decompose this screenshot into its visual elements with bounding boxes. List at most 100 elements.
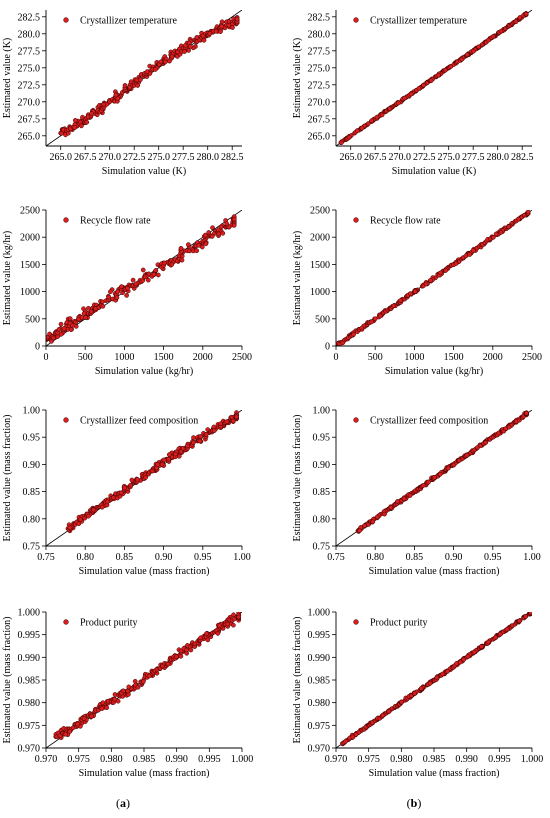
- data-point: [517, 618, 522, 624]
- y-tick-label: 0.95: [23, 433, 41, 444]
- data-point: [399, 699, 404, 705]
- data-point: [166, 456, 171, 462]
- data-point: [224, 221, 230, 227]
- data-point: [75, 721, 80, 727]
- y-tick-label: 0: [325, 342, 330, 353]
- data-point: [130, 277, 136, 283]
- y-axis-title: Estimated value (K): [292, 38, 303, 119]
- x-tick-label: 0.970: [325, 754, 348, 765]
- data-point: [89, 713, 95, 719]
- data-point: [88, 309, 94, 314]
- legend-marker: [353, 619, 359, 625]
- y-tick-label: 0.80: [313, 514, 331, 525]
- data-point: [209, 234, 215, 239]
- data-point: [210, 225, 215, 231]
- y-tick-label: 0.990: [308, 653, 331, 664]
- chart-6: 0.75 0.80 0.85 0.90 0.95 1.00 0.75 0.80 0.85 0.90…: [292, 406, 541, 578]
- legend-label: Crystallizer temperature: [80, 16, 177, 27]
- x-tick-label: 0.75: [327, 552, 345, 563]
- x-tick-label: 277.5: [172, 152, 195, 163]
- data-point: [443, 268, 449, 273]
- data-point: [165, 661, 171, 667]
- data-point: [153, 268, 159, 273]
- legend-label: Product purity: [80, 618, 138, 629]
- data-point: [456, 458, 462, 463]
- data-point: [124, 293, 129, 298]
- data-point: [218, 224, 224, 230]
- data-point: [374, 514, 380, 520]
- data-point: [525, 210, 531, 215]
- data-point: [162, 260, 167, 266]
- data-point: [440, 671, 446, 677]
- data-point: [140, 267, 146, 273]
- data-points: [65, 410, 239, 534]
- data-point: [388, 505, 394, 510]
- data-point: [84, 119, 90, 125]
- data-point: [72, 125, 78, 130]
- legend-marker: [353, 217, 359, 223]
- data-point: [191, 435, 196, 440]
- data-point: [421, 82, 426, 88]
- x-tick-label: 1000: [404, 352, 424, 363]
- x-tick-label: 282.5: [511, 152, 534, 163]
- x-tick-label: 0: [44, 352, 49, 363]
- legend-label: Recycle flow rate: [370, 216, 441, 227]
- y-tick-label: 0.75: [313, 542, 331, 553]
- x-tick-label: 275.0: [437, 152, 460, 163]
- y-tick-label: 272.5: [18, 80, 41, 91]
- y-tick-label: 0.975: [308, 721, 331, 732]
- data-point: [99, 706, 105, 711]
- x-tick-label: 270.0: [388, 152, 411, 163]
- data-point: [474, 445, 480, 451]
- x-tick-label: 265.0: [49, 152, 72, 163]
- data-point: [418, 686, 424, 691]
- legend-marker: [63, 17, 69, 23]
- data-point: [173, 451, 178, 457]
- panel-label-b: (b): [406, 796, 422, 810]
- data-point: [219, 24, 225, 29]
- data-point: [184, 650, 190, 656]
- x-tick-label: 280.0: [486, 152, 509, 163]
- data-point: [73, 324, 79, 329]
- y-axis-title: Estimated value (kg/hr): [2, 231, 13, 325]
- y-tick-label: 277.5: [308, 46, 331, 57]
- data-point: [91, 507, 96, 513]
- x-tick-label: 1.000: [231, 754, 254, 765]
- data-point: [61, 326, 67, 331]
- x-tick-label: 0.90: [445, 552, 463, 563]
- data-point: [398, 298, 403, 303]
- data-point: [395, 499, 400, 504]
- data-point: [448, 64, 454, 69]
- x-axis-title: Simulation value (K): [102, 166, 186, 177]
- x-tick-label: 0.990: [455, 754, 478, 765]
- y-tick-label: 1.00: [313, 406, 331, 417]
- data-point: [105, 499, 110, 505]
- data-point: [234, 414, 239, 420]
- y-tick-label: 272.5: [308, 80, 331, 91]
- data-point: [216, 231, 222, 237]
- data-point: [155, 462, 161, 467]
- chart-4: 0 500 1000 1500 2000 2500 0 500 1000 1500 2000 2500…: [292, 206, 542, 378]
- data-point: [471, 48, 476, 54]
- data-point: [427, 680, 433, 686]
- data-point: [175, 49, 181, 55]
- data-point: [343, 739, 348, 744]
- data-point: [112, 692, 118, 697]
- y-tick-label: 500: [315, 314, 330, 325]
- data-point: [196, 242, 202, 248]
- y-axis-title: Estimated value (kg/hr): [292, 231, 303, 325]
- data-point: [471, 248, 476, 253]
- x-tick-label: 0.985: [133, 754, 156, 765]
- data-point: [224, 419, 230, 424]
- data-point: [56, 327, 62, 332]
- x-tick-label: 265.0: [339, 152, 362, 163]
- data-point: [351, 331, 356, 337]
- y-tick-label: 282.5: [18, 12, 41, 23]
- x-axis-title: Simulation value (mass fraction): [369, 768, 500, 779]
- y-tick-label: 0.970: [308, 744, 331, 755]
- data-point: [85, 513, 91, 519]
- data-point: [143, 475, 149, 480]
- data-point: [67, 316, 73, 321]
- data-point: [121, 688, 126, 694]
- y-tick-label: 0.990: [18, 653, 41, 664]
